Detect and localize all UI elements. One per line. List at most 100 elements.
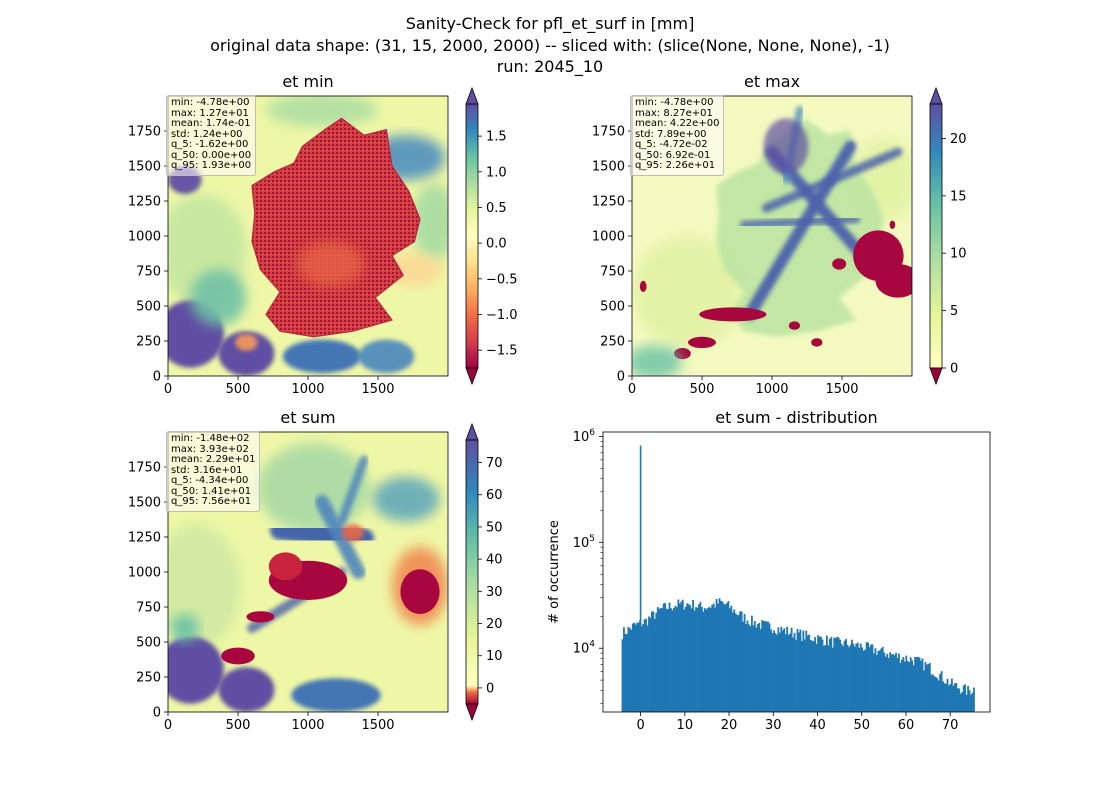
histogram-bar [758,622,761,712]
histogram-bar [864,649,867,712]
region-red [639,280,647,292]
histogram-bar [806,635,809,712]
field-patch [411,182,448,262]
colorbar-tick-label: 1.0 [486,165,507,180]
colorbar [466,104,478,368]
x-tick-label: 1500 [361,718,394,733]
histogram-bar [828,638,831,712]
colorbar-tick-label: 0 [950,362,958,377]
histogram-bar [862,650,865,712]
colorbar-tick-label: 60 [486,488,503,503]
histogram-bar [746,620,749,712]
histogram-bar [690,608,693,712]
histogram-bar [892,654,894,712]
histogram-bar [789,633,792,712]
y-tick-label: 1750 [128,125,161,140]
histogram-bar [774,633,777,712]
histogram-bar [825,635,828,712]
stat-line: min: -4.78e+00 [171,97,250,108]
histogram-bar [775,634,778,712]
stat-line: q_5: -4.34e+00 [171,475,249,486]
histogram-bar [889,652,892,712]
field-patch [358,339,415,374]
histogram-bar [696,607,699,712]
histogram-bar [968,690,971,712]
histogram-bar [802,630,805,712]
histogram-bar [850,639,853,712]
histogram-bar [834,638,837,712]
histogram-bar [875,654,878,712]
histogram-bar [893,655,896,712]
histogram-bar [827,645,830,712]
histogram-bar [836,636,839,712]
histogram-bar [796,628,799,712]
histogram-bar [680,601,683,712]
histogram-bar [840,643,843,712]
histogram-bar [917,656,919,712]
histogram-bar [712,603,715,712]
histogram-bars [621,445,975,712]
x-tick-label: 30 [765,718,782,733]
histogram-bar [918,657,921,712]
histogram-bar [909,657,912,712]
histogram-bar [675,607,678,712]
y-tick-label: 106 [573,428,596,445]
histogram-bar [765,621,768,712]
histogram-bar [621,639,624,712]
histogram-bar [871,644,874,712]
field-band [743,140,857,321]
stat-line: min: -1.48e+02 [171,433,250,444]
y-tick-label: 1750 [128,461,161,476]
region-red [221,647,255,665]
histogram-bar [927,663,930,712]
histogram-bar [627,626,630,712]
histogram-bar [665,608,668,712]
histogram-bar [771,633,774,712]
field-patch [291,678,381,712]
colorbar-tick-label: 30 [486,585,503,600]
histogram-bar [673,607,675,712]
histogram-bar [934,676,937,712]
histogram-bar [845,639,847,712]
stat-line: max: 3.93e+02 [171,443,249,455]
x-tick-label: 50 [853,718,870,733]
histogram-bar [762,620,765,712]
histogram-bar [874,648,877,712]
histogram-bar [689,605,692,712]
histogram-bar [645,618,647,712]
histogram-bar [839,639,842,712]
y-tick-label: 1250 [128,195,161,210]
histogram-bar [714,607,717,712]
colorbar-tick-label: 10 [486,649,503,664]
histogram-bar [824,645,827,712]
region-red [788,321,801,330]
colorbar-extend-top [465,422,479,441]
histogram-bar [715,598,718,712]
histogram-bar [937,680,940,712]
stat-line: std: 7.89e+00 [635,128,707,140]
stat-line: max: 8.27e+01 [635,107,713,119]
histogram-bar [633,622,636,712]
histogram-bar [973,687,975,712]
colorbar-extend-bottom [465,703,479,722]
colorbar-tick-label: 20 [486,617,503,632]
histogram-bar [815,643,818,712]
histogram-bar [812,641,815,712]
histogram-spike [639,445,642,712]
histogram-bar [784,634,787,712]
histogram-bar [887,657,890,712]
histogram-bar [770,629,772,712]
histogram-bar [780,626,783,712]
field-band [740,215,860,229]
histogram-bar [787,634,790,712]
histogram-bar [624,633,627,712]
colorbar-extend-bottom [929,367,943,386]
histogram-bar [734,613,737,712]
histogram-bar [842,646,844,712]
histogram-bar [920,660,922,712]
histogram-bar [908,662,911,712]
histogram-bar [923,670,925,712]
field-patch [372,476,440,522]
field-band [337,455,369,527]
histogram-bar [743,613,746,712]
